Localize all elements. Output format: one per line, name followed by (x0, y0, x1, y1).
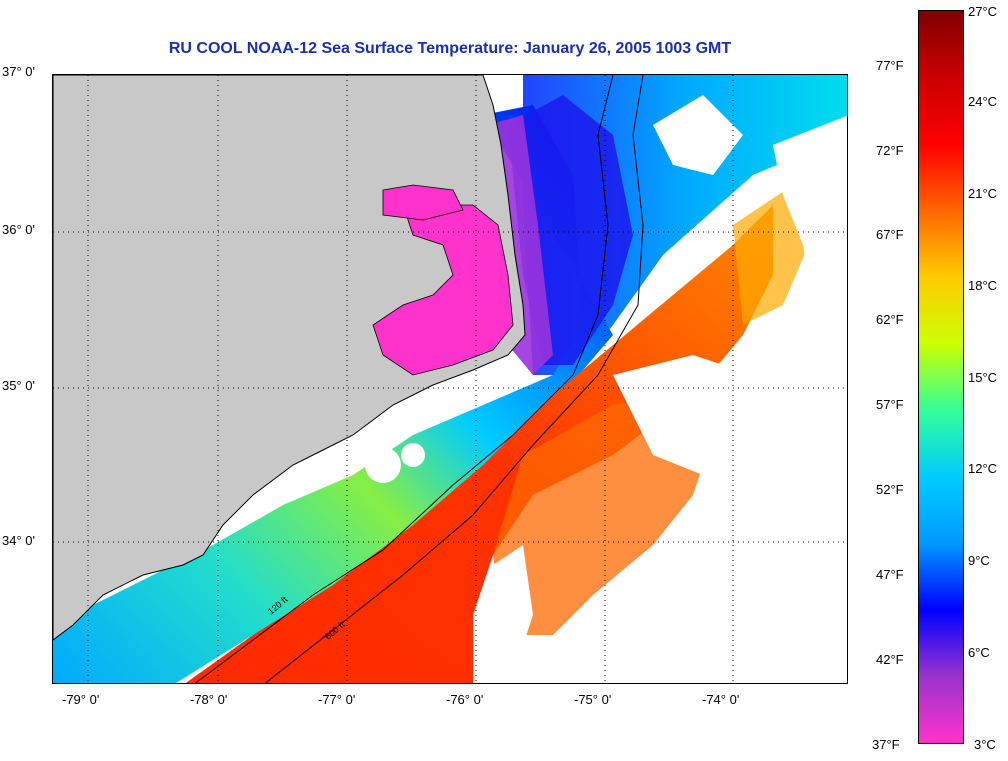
sst-map-canvas: 120 ft 600 ft (53, 75, 847, 683)
colorbar-c-label: 18°C (968, 278, 998, 293)
colorbar-c-label: 27°C (968, 4, 998, 19)
sst-map[interactable]: 120 ft 600 ft (52, 74, 848, 684)
colorbar-c-label: 9°C (968, 553, 990, 568)
cloud-cover (365, 95, 847, 683)
colorbar-f-label: 62°F (876, 312, 904, 327)
colorbar-f-label: 42°F (876, 652, 904, 667)
lon-label: -74° 0' (702, 692, 740, 707)
depth-contours (194, 75, 644, 683)
colorbar-c-label: 15°C (968, 370, 998, 385)
lon-label: -78° 0' (190, 692, 228, 707)
lon-label: -75° 0' (574, 692, 612, 707)
lat-label: 35° 0' (2, 378, 35, 393)
colorbar-f-label: 67°F (876, 227, 904, 242)
colorbar-f-label: 72°F (876, 143, 904, 158)
lat-label: 36° 0' (2, 222, 35, 237)
lat-label: 37° 0' (2, 64, 35, 79)
colorbar-f-label: 57°F (876, 397, 904, 412)
graticule (53, 75, 847, 683)
lat-label: 34° 0' (2, 533, 35, 548)
pamlico-sound (372, 204, 514, 376)
gulf-stream (185, 205, 773, 683)
colorbar-c-label: 24°C (968, 94, 998, 109)
colorbar-c-label: 12°C (968, 461, 998, 476)
albemarle-sound (382, 184, 464, 221)
colorbar-f-label: 47°F (876, 567, 904, 582)
colorbar-f-label: 77°F (876, 58, 904, 73)
lon-label: -79° 0' (62, 692, 100, 707)
lon-label: -76° 0' (446, 692, 484, 707)
temperature-colorbar (918, 10, 964, 744)
colorbar-f-label: 37°F (872, 737, 900, 752)
colorbar-c-label: 3°C (974, 737, 996, 752)
lon-label: -77° 0' (318, 692, 356, 707)
colorbar-f-label: 52°F (876, 482, 904, 497)
colorbar-c-label: 21°C (968, 186, 998, 201)
map-title: RU COOL NOAA-12 Sea Surface Temperature:… (168, 40, 732, 57)
colorbar-c-label: 6°C (968, 645, 990, 660)
